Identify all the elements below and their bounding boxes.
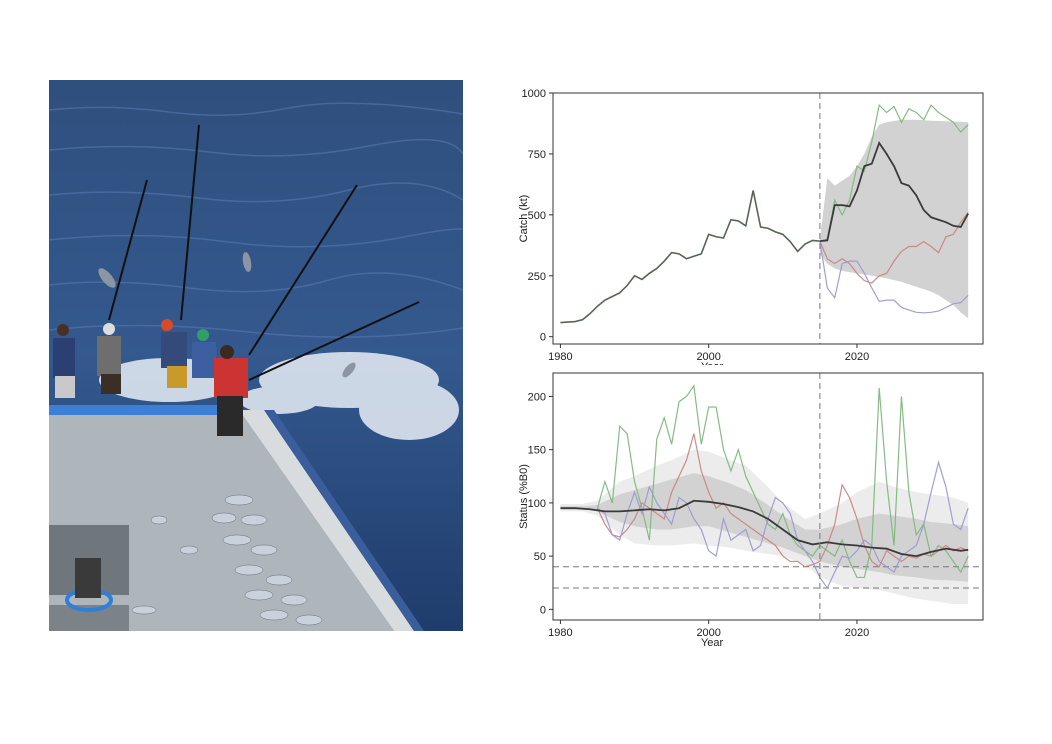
chart-1-x-tick-label: 2020 — [845, 627, 869, 639]
chart-1-series-green-line — [596, 384, 969, 579]
chart-1-x-tick-label: 2000 — [696, 627, 720, 639]
fishing-photo — [49, 80, 463, 631]
chart-0-x-tick-label: 2000 — [696, 351, 720, 363]
chart-1-y-tick-label: 50 — [534, 551, 546, 563]
chart-0-series-green-line — [819, 103, 969, 242]
chart-0-x-tick-label: 2020 — [845, 351, 869, 363]
chart-1-y-tick-label: 100 — [528, 498, 546, 510]
chart-1-inner-ribbon — [560, 473, 969, 582]
chart-0-y-tick-label: 500 — [528, 210, 546, 222]
chart-0-series-median-line — [819, 140, 969, 243]
chart-0-y-tick-label: 1000 — [522, 88, 546, 100]
catch-chart: 0 250 500 750 1000 1980 2000 2020 Year Catch (kt) — [518, 88, 984, 365]
pole-and-line-fishing-photo-icon — [49, 80, 463, 631]
chart-1-series-red-line — [596, 433, 969, 568]
chart-0-y-tick-label: 750 — [528, 149, 546, 161]
chart-0-y-axis-label: Catch (kt) — [518, 195, 530, 243]
chart-0-x-axis-label: Year — [701, 361, 724, 365]
chart-0-y-tick-label: 250 — [528, 271, 546, 283]
chart-1-x-tick-label: 1980 — [548, 627, 572, 639]
chart-1-y-tick-label: 200 — [528, 391, 546, 403]
chart-1-series-blue-line — [597, 460, 969, 590]
status-chart: 0 50 100 150 200 1980 2000 2020 Year Status (%B0) — [518, 372, 984, 649]
chart-0-ribbon — [819, 119, 969, 319]
chart-0-series-blue-line — [819, 241, 969, 314]
chart-0-y-tick-label: 0 — [540, 332, 546, 344]
chart-0-x-tick-label: 1980 — [548, 351, 572, 363]
chart-1-frame — [552, 372, 984, 621]
chart-1-y-tick-label: 150 — [528, 445, 546, 457]
chart-1-series-median-line — [560, 499, 969, 558]
chart-0-series-red-line — [819, 212, 969, 284]
chart-0-frame — [552, 92, 984, 345]
chart-1-x-axis-label: Year — [701, 637, 724, 649]
chart-0-historical-line — [560, 190, 820, 324]
chart-1-y-axis-label: Status (%B0) — [518, 464, 530, 529]
chart-1-y-tick-label: 0 — [540, 604, 546, 616]
